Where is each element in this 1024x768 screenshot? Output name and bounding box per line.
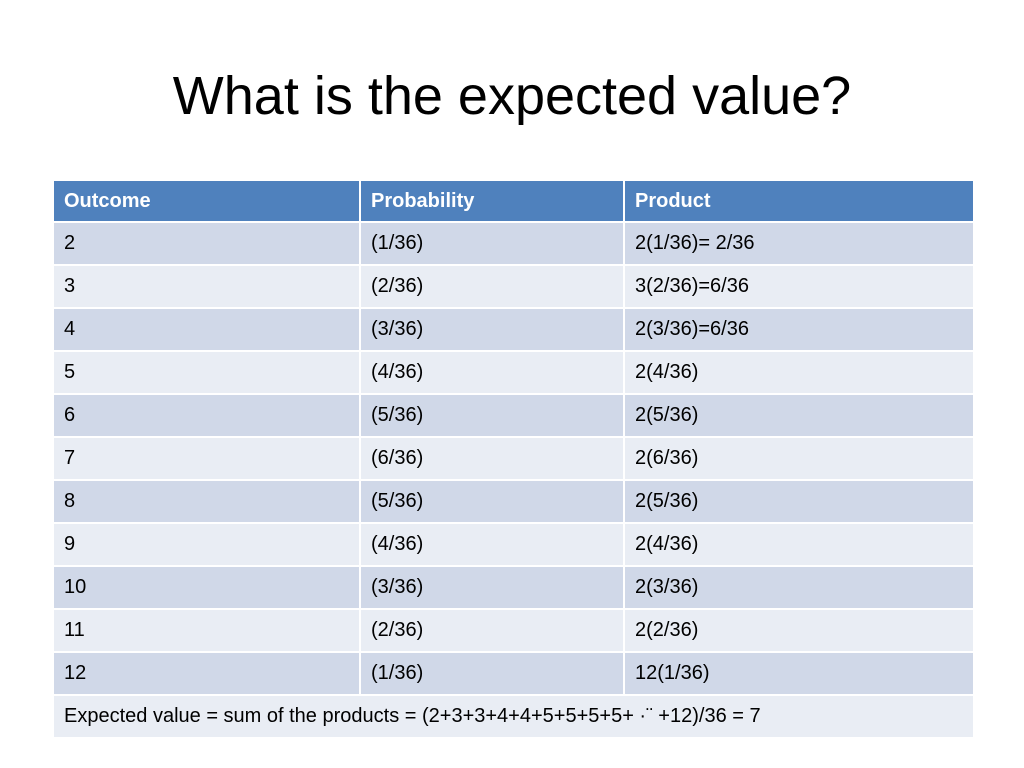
header-product: Product [623, 179, 975, 223]
product-cell: 2(3/36)=6/36 [623, 307, 975, 352]
header-probability: Probability [359, 179, 625, 223]
outcome-cell: 5 [52, 350, 361, 395]
table-row: 7 (6/36) 2(6/36) [52, 436, 975, 481]
table-body: 2 (1/36) 2(1/36)= 2/36 3 (2/36) 3(2/36)=… [52, 221, 975, 739]
outcome-cell: 11 [52, 608, 361, 653]
product-cell: 2(5/36) [623, 479, 975, 524]
table-row: 3 (2/36) 3(2/36)=6/36 [52, 264, 975, 309]
table-row: 10 (3/36) 2(3/36) [52, 565, 975, 610]
probability-cell: (4/36) [359, 350, 625, 395]
table-row: 4 (3/36) 2(3/36)=6/36 [52, 307, 975, 352]
table-row: 12 (1/36) 12(1/36) [52, 651, 975, 696]
outcome-cell: 12 [52, 651, 361, 696]
outcome-cell: 4 [52, 307, 361, 352]
table-row: 8 (5/36) 2(5/36) [52, 479, 975, 524]
product-cell: 3(2/36)=6/36 [623, 264, 975, 309]
probability-cell: (6/36) [359, 436, 625, 481]
probability-cell: (5/36) [359, 479, 625, 524]
product-cell: 2(3/36) [623, 565, 975, 610]
outcome-cell: 6 [52, 393, 361, 438]
table-header: Outcome Probability Product [52, 179, 975, 223]
outcome-cell: 9 [52, 522, 361, 567]
probability-cell: (1/36) [359, 651, 625, 696]
probability-cell: (5/36) [359, 393, 625, 438]
product-cell: 2(4/36) [623, 522, 975, 567]
outcome-cell: 7 [52, 436, 361, 481]
probability-cell: (2/36) [359, 264, 625, 309]
product-cell: 12(1/36) [623, 651, 975, 696]
summary-row: Expected value = sum of the products = (… [52, 694, 975, 739]
probability-cell: (2/36) [359, 608, 625, 653]
table-row: 6 (5/36) 2(5/36) [52, 393, 975, 438]
probability-cell: (3/36) [359, 307, 625, 352]
table-row: 11 (2/36) 2(2/36) [52, 608, 975, 653]
outcome-cell: 10 [52, 565, 361, 610]
outcome-cell: 3 [52, 264, 361, 309]
product-cell: 2(2/36) [623, 608, 975, 653]
expected-value-summary: Expected value = sum of the products = (… [52, 694, 975, 739]
slide-title: What is the expected value? [172, 66, 852, 126]
expected-value-table-container: Outcome Probability Product 2 (1/36) 2(1… [52, 179, 975, 739]
table-row: 5 (4/36) 2(4/36) [52, 350, 975, 395]
header-outcome: Outcome [52, 179, 361, 223]
probability-cell: (3/36) [359, 565, 625, 610]
table-row: 9 (4/36) 2(4/36) [52, 522, 975, 567]
probability-cell: (4/36) [359, 522, 625, 567]
table-row: 2 (1/36) 2(1/36)= 2/36 [52, 221, 975, 266]
outcome-cell: 8 [52, 479, 361, 524]
product-cell: 2(4/36) [623, 350, 975, 395]
product-cell: 2(6/36) [623, 436, 975, 481]
header-row: Outcome Probability Product [52, 179, 975, 223]
probability-cell: (1/36) [359, 221, 625, 266]
expected-value-table: Outcome Probability Product 2 (1/36) 2(1… [52, 179, 975, 739]
product-cell: 2(5/36) [623, 393, 975, 438]
outcome-cell: 2 [52, 221, 361, 266]
product-cell: 2(1/36)= 2/36 [623, 221, 975, 266]
